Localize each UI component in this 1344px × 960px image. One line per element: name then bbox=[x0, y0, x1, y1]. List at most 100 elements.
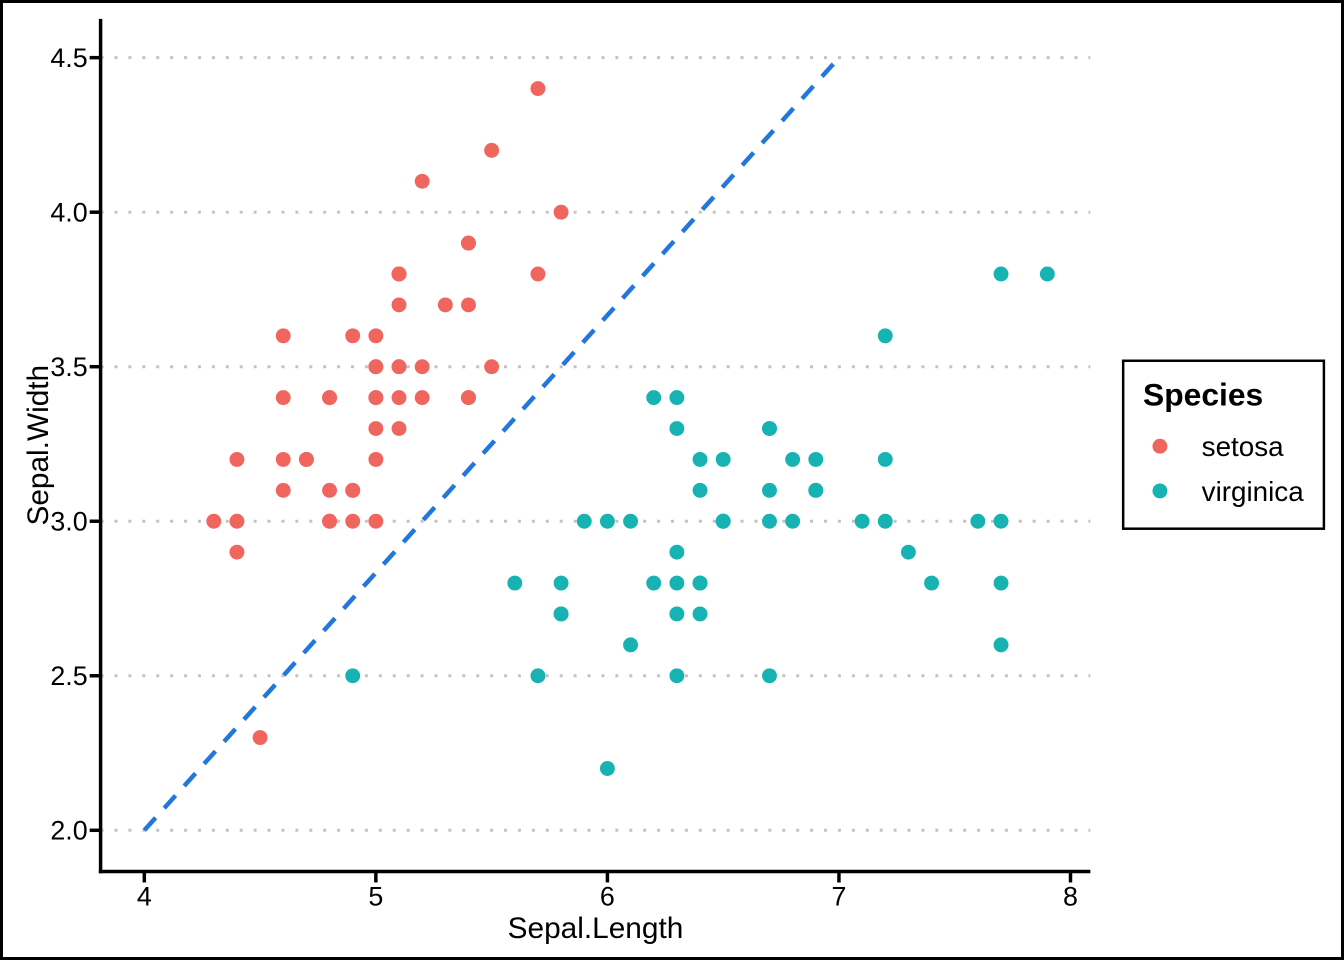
point-virginica bbox=[669, 668, 685, 684]
point-virginica bbox=[553, 606, 569, 622]
y-tick-label: 2.0 bbox=[50, 816, 87, 846]
point-setosa bbox=[275, 328, 291, 344]
point-virginica bbox=[785, 451, 801, 467]
legend-entries: setosa virginica bbox=[1152, 431, 1304, 507]
point-setosa bbox=[275, 451, 291, 467]
point-setosa bbox=[530, 81, 546, 97]
x-tick-label: 4 bbox=[137, 881, 152, 911]
point-virginica bbox=[993, 575, 1009, 591]
point-virginica bbox=[808, 451, 824, 467]
legend-title: Species bbox=[1143, 376, 1263, 412]
point-virginica bbox=[669, 575, 685, 591]
decision-boundary-line bbox=[142, 56, 841, 832]
point-setosa bbox=[414, 390, 430, 406]
point-setosa bbox=[484, 359, 500, 375]
legend-key-virginica bbox=[1152, 483, 1168, 499]
x-tick-label: 5 bbox=[368, 881, 383, 911]
x-tick-label: 7 bbox=[831, 881, 846, 911]
point-virginica bbox=[623, 637, 639, 653]
y-tick-label: 4.0 bbox=[50, 198, 87, 228]
point-setosa bbox=[229, 451, 245, 467]
point-virginica bbox=[669, 421, 685, 436]
point-setosa bbox=[391, 266, 407, 282]
data-points-layer bbox=[206, 81, 1055, 776]
point-virginica bbox=[993, 513, 1009, 529]
point-virginica bbox=[924, 575, 940, 591]
point-setosa bbox=[461, 235, 476, 251]
y-tick-label: 3.5 bbox=[50, 352, 87, 382]
point-setosa bbox=[298, 451, 314, 467]
point-virginica bbox=[507, 575, 523, 591]
point-virginica bbox=[692, 606, 708, 622]
point-virginica bbox=[993, 637, 1009, 653]
point-virginica bbox=[762, 668, 777, 684]
point-setosa bbox=[461, 297, 476, 313]
point-virginica bbox=[877, 513, 893, 529]
point-setosa bbox=[368, 390, 384, 406]
point-virginica bbox=[692, 451, 708, 467]
point-setosa bbox=[229, 544, 245, 560]
x-tick-label: 8 bbox=[1063, 881, 1078, 911]
x-axis-title: Sepal.Length bbox=[508, 912, 684, 945]
point-setosa bbox=[437, 297, 453, 313]
point-virginica bbox=[692, 575, 708, 591]
point-setosa bbox=[368, 513, 384, 529]
point-setosa bbox=[530, 266, 546, 282]
point-setosa bbox=[275, 482, 291, 498]
point-virginica bbox=[599, 761, 615, 776]
point-virginica bbox=[553, 575, 569, 591]
y-tick-label: 4.5 bbox=[50, 43, 87, 73]
point-setosa bbox=[322, 482, 338, 498]
point-virginica bbox=[877, 451, 893, 467]
point-virginica bbox=[854, 513, 870, 529]
point-virginica bbox=[669, 544, 685, 560]
x-tick-label: 6 bbox=[600, 881, 615, 911]
y-tick-label: 2.5 bbox=[50, 661, 87, 691]
point-setosa bbox=[368, 328, 384, 344]
point-setosa bbox=[322, 513, 338, 529]
point-setosa bbox=[368, 359, 384, 375]
point-virginica bbox=[599, 513, 615, 529]
y-axis-ticks: 2.0 2.5 3.0 3.5 4.0 4.5 bbox=[50, 43, 101, 846]
point-setosa bbox=[252, 730, 268, 746]
point-setosa bbox=[553, 204, 569, 220]
point-virginica bbox=[970, 513, 986, 529]
point-setosa bbox=[391, 297, 407, 313]
point-virginica bbox=[1039, 266, 1055, 282]
point-setosa bbox=[391, 421, 407, 436]
point-virginica bbox=[762, 513, 777, 529]
point-setosa bbox=[206, 513, 222, 529]
point-setosa bbox=[368, 451, 384, 467]
point-virginica bbox=[669, 606, 685, 622]
reference-line-layer bbox=[142, 56, 841, 832]
legend-label-virginica: virginica bbox=[1202, 476, 1305, 507]
point-virginica bbox=[762, 482, 777, 498]
point-setosa bbox=[275, 390, 291, 406]
point-virginica bbox=[715, 513, 731, 529]
point-setosa bbox=[414, 173, 430, 189]
point-virginica bbox=[530, 668, 546, 684]
y-tick-label: 3.0 bbox=[50, 507, 87, 537]
point-virginica bbox=[345, 668, 361, 684]
point-setosa bbox=[368, 421, 384, 436]
point-virginica bbox=[692, 482, 708, 498]
point-setosa bbox=[484, 142, 500, 158]
point-setosa bbox=[345, 328, 361, 344]
y-axis-title: Sepal.Width bbox=[22, 365, 55, 526]
point-setosa bbox=[461, 390, 476, 406]
point-virginica bbox=[762, 421, 777, 436]
point-virginica bbox=[993, 266, 1009, 282]
legend-key-setosa bbox=[1152, 438, 1168, 454]
point-setosa bbox=[229, 513, 245, 529]
point-setosa bbox=[322, 390, 338, 406]
point-setosa bbox=[391, 390, 407, 406]
plot-canvas: 4 5 6 7 8 2.0 2.5 3.0 3.5 4.0 4.5 Sepal.Length Se… bbox=[22, 18, 1326, 945]
legend-label-setosa: setosa bbox=[1202, 431, 1284, 462]
point-virginica bbox=[877, 328, 893, 344]
point-virginica bbox=[669, 390, 685, 406]
x-axis-ticks: 4 5 6 7 8 bbox=[137, 871, 1078, 911]
point-virginica bbox=[808, 482, 824, 498]
point-virginica bbox=[646, 575, 662, 591]
point-virginica bbox=[623, 513, 639, 529]
